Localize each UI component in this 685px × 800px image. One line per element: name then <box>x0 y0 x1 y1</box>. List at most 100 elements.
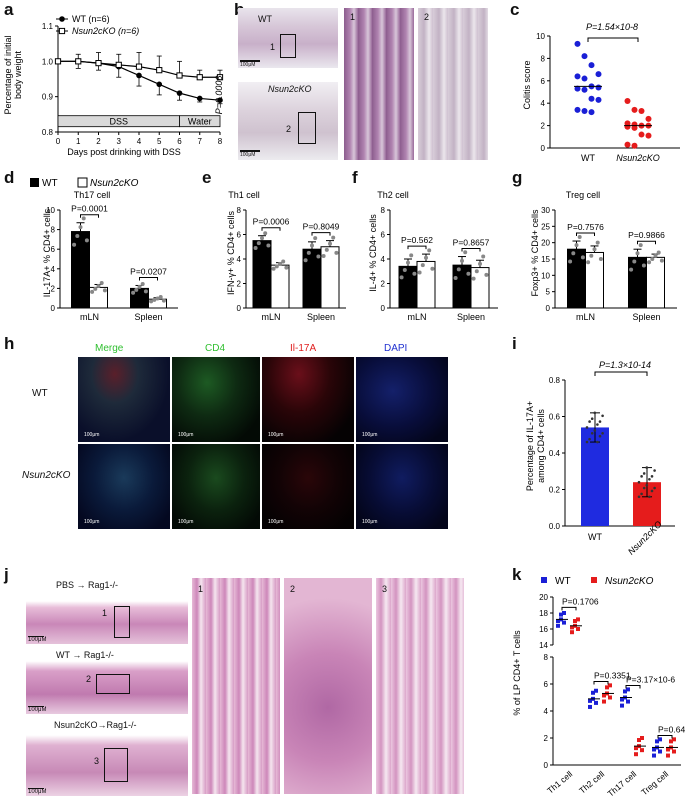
h-scale-8: 100μm <box>362 519 378 525</box>
k-point-wt <box>594 688 598 693</box>
j-zoom-2-label: 2 <box>290 584 296 594</box>
k-point-wt <box>658 749 662 754</box>
c-point-ko <box>631 142 638 149</box>
k-ytick-label: 16 <box>539 625 548 634</box>
b-zoom-2: 2 <box>418 8 488 160</box>
i-ylabel-2: among CD4+ cells <box>536 409 546 483</box>
f-dot <box>424 255 428 260</box>
d-dot <box>75 233 80 238</box>
e-dot <box>310 243 314 248</box>
panel-label-a: a <box>4 0 14 19</box>
h-title-cd4: CD4 <box>205 343 226 354</box>
e-dot <box>331 235 336 240</box>
e-dot <box>306 250 311 255</box>
j-box-1-label: 1 <box>102 608 108 618</box>
chart-g: Treg cell Foxp3+ % CD4+ cells 0 5 10 15 20 25… <box>530 190 677 322</box>
j-wt-overview: WT → Rag1-/- 2 100μM <box>26 648 188 714</box>
g-dot <box>659 258 664 263</box>
c-ytick-label: 10 <box>536 32 545 41</box>
k-xtick-label: Th17 cell <box>605 769 638 799</box>
f-pvalue: P=0.562 <box>401 235 433 245</box>
c-point-wt <box>588 95 595 102</box>
j-scale-2: 100μM <box>28 707 47 713</box>
d-dot <box>149 299 154 304</box>
d-ytick-label: 6 <box>51 245 56 254</box>
e-bar-wt <box>252 240 272 309</box>
k-point-ko <box>669 739 673 744</box>
i-dot <box>653 469 656 472</box>
e-dot <box>316 254 321 259</box>
f-dot <box>484 272 489 277</box>
j-row-2: WT → Rag1-/- <box>56 650 114 660</box>
k-point-ko <box>640 748 644 753</box>
a-xtick-label: 1 <box>76 137 81 146</box>
h-wt-merge: 100μm <box>78 357 170 442</box>
g-xtick-label: mLN <box>576 312 595 322</box>
i-dot <box>588 437 591 441</box>
i-dot <box>650 489 654 493</box>
b-scale-2: 100μM <box>240 152 256 158</box>
b-scalebar-1 <box>240 60 260 62</box>
k-point-ko <box>637 738 641 743</box>
b-box-1-label: 1 <box>270 42 276 52</box>
chart-a: Percentage of initial body weight 0.8 0.9… <box>3 14 224 157</box>
panel-label-d: d <box>4 168 15 187</box>
i-dot <box>650 475 654 478</box>
e-dot <box>321 253 326 258</box>
e-dot <box>266 243 271 248</box>
j-scale-1: 100μM <box>28 637 47 643</box>
panel-label-f: f <box>352 168 358 187</box>
b-ko-label: Nsun2cKO <box>268 84 312 94</box>
k-ytick-label: 0 <box>544 761 549 770</box>
chart-d: WT Nsun2cKO Th17 cell IL-17A+ % CD4+ cell… <box>30 177 178 322</box>
k-point-wt <box>591 690 595 695</box>
g-ytick-label: 30 <box>541 206 550 215</box>
d-legend-ko: Nsun2cKO <box>90 178 139 189</box>
d-ytick-label: 10 <box>46 206 55 215</box>
h-scale-7: 100μm <box>268 519 284 525</box>
e-title: Th1 cell <box>228 190 260 200</box>
e-dot <box>271 266 276 271</box>
a-point-ko <box>216 74 224 81</box>
g-dot <box>574 243 579 248</box>
c-point-ko <box>624 97 631 104</box>
h-ko-merge: 100μm <box>78 444 170 529</box>
k-pvalue: P=0.1706 <box>562 596 599 606</box>
j-ko-overview: Nsun2cKO→Rag1-/- 3 100μM <box>26 718 188 796</box>
k-pvalue: P=3.17×10-6 <box>626 675 675 685</box>
e-dot <box>260 236 264 241</box>
a-point-ko <box>75 58 82 65</box>
f-bar-ko <box>470 267 490 309</box>
f-dot <box>430 266 435 271</box>
i-dot <box>640 475 643 478</box>
h-wt-il17a: 100μm <box>262 357 354 442</box>
f-ytick-label: 2 <box>381 280 386 289</box>
f-dot <box>427 248 432 253</box>
c-point-ko <box>638 108 645 115</box>
k-ytick-label: 6 <box>544 680 549 689</box>
k-point-wt <box>594 700 598 705</box>
h-title-dapi: DAPI <box>384 343 408 354</box>
i-ytick-label: 0.0 <box>549 522 561 531</box>
i-dot <box>601 414 604 418</box>
a-legend-marker-ko <box>58 27 66 35</box>
k-xtick-label: Treg cell <box>639 769 670 797</box>
i-dot <box>596 440 599 444</box>
k-point-wt <box>562 620 566 625</box>
a-xtick-label: 3 <box>117 137 122 146</box>
e-pvalue: P=0.8049 <box>303 222 340 232</box>
k-point-wt <box>623 689 627 694</box>
a-ytick-label: 1.0 <box>42 57 54 66</box>
e-dot <box>263 231 268 236</box>
k-xtick-label: Th2 cell <box>577 769 606 796</box>
c-point-wt <box>588 62 595 69</box>
k-point-ko <box>634 746 638 751</box>
c-point-wt <box>595 96 602 103</box>
h-scale-1: 100μm <box>84 432 100 438</box>
a-xtick-label: 4 <box>137 137 142 146</box>
f-dot <box>474 269 479 274</box>
i-ytick-label: 0.4 <box>549 449 561 458</box>
i-dot <box>598 420 602 423</box>
i-dot <box>585 440 589 444</box>
g-dot <box>589 253 594 258</box>
